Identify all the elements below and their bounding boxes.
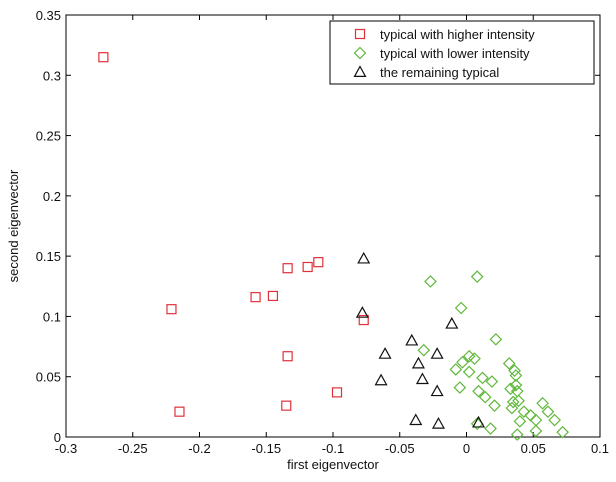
x-tick-label: 0: [463, 441, 470, 456]
triangle-point: [471, 415, 486, 428]
diamond-point: [505, 401, 519, 415]
y-tick-label: 0.35: [36, 8, 61, 23]
data-points: [98, 52, 569, 441]
diamond-point: [506, 395, 520, 409]
x-tick-label: -0.15: [251, 441, 281, 456]
triangle-point: [355, 306, 369, 318]
square-point: [98, 52, 109, 63]
triangle-point: [430, 347, 444, 359]
y-tick-label: 0.1: [43, 309, 61, 324]
y-tick-label: 0.2: [43, 189, 61, 204]
legend-box: [329, 20, 595, 85]
diamond-point: [502, 357, 516, 370]
y-axis-ticks: 0 0.05 0.1 0.15 0.2 0.25 0.3 0.35: [36, 8, 600, 445]
square-point: [281, 400, 292, 411]
square-point: [302, 261, 313, 273]
legend-entry-label: typical with higher intensity: [380, 27, 535, 42]
diamond-point: [468, 352, 481, 365]
diamond-point: [556, 425, 569, 439]
diamond-point: [548, 413, 561, 427]
diamond-point: [504, 382, 517, 396]
triangle-point: [431, 417, 445, 429]
series-square: [98, 52, 369, 417]
diamond-point: [513, 414, 527, 428]
legend-entry-label: typical with lower intensity: [380, 46, 530, 61]
diamond-point: [424, 275, 437, 288]
diamond-point: [509, 378, 523, 392]
triangle-point: [405, 333, 419, 346]
x-tick-label: 0.05: [521, 441, 546, 456]
series-diamond: [417, 270, 569, 441]
square-point: [166, 304, 177, 315]
y-tick-label: 0.3: [43, 68, 61, 83]
diamond-point: [417, 343, 431, 357]
diamond-point: [454, 301, 468, 315]
triangle-point: [374, 373, 388, 386]
diamond-point: [512, 394, 525, 408]
triangle-point: [409, 413, 423, 426]
legend-triangle-icon: [353, 65, 367, 78]
legend: typical with higher intensity typical wit…: [329, 20, 595, 85]
diamond-point: [453, 381, 467, 394]
x-tick-label: -0.25: [118, 441, 148, 456]
square-point: [313, 257, 324, 268]
diamond-point: [470, 270, 484, 283]
y-tick-label: 0.15: [36, 249, 61, 264]
y-tick-label: 0: [54, 430, 61, 445]
square-point: [282, 263, 293, 274]
diamond-point: [510, 428, 524, 441]
series-triangle: [355, 251, 486, 429]
diamond-point: [529, 424, 543, 438]
x-tick-label: -0.3: [55, 441, 77, 456]
diamond-point: [509, 369, 523, 382]
diamond-point: [462, 365, 476, 379]
y-axis-label: second eigenvector: [6, 169, 21, 282]
x-tick-label: -0.1: [322, 441, 344, 456]
diamond-point: [476, 371, 489, 385]
diamond-point: [456, 355, 469, 369]
triangle-point: [378, 347, 392, 359]
diamond-point: [485, 375, 499, 388]
triangle-point: [357, 251, 371, 264]
triangle-point: [445, 316, 459, 329]
x-tick-label: 0.1: [591, 441, 609, 456]
diamond-point: [472, 384, 485, 398]
triangle-point: [415, 372, 429, 385]
square-point: [267, 290, 279, 302]
square-point: [174, 406, 185, 417]
diamond-point: [541, 405, 555, 419]
diamond-point: [449, 363, 463, 376]
square-point: [331, 387, 343, 398]
y-tick-label: 0.25: [36, 129, 61, 144]
x-tick-label: -0.05: [385, 441, 415, 456]
triangle-point: [411, 356, 425, 369]
diamond-point: [488, 399, 501, 412]
diamond-point: [484, 422, 497, 435]
y-tick-label: 0.05: [36, 370, 61, 385]
diamond-point: [517, 405, 531, 419]
diamond-point: [536, 396, 549, 410]
square-point: [250, 292, 261, 303]
square-point: [282, 351, 293, 362]
legend-square-icon: [354, 28, 366, 40]
diamond-point: [508, 364, 521, 378]
x-axis-label: first eigenvector: [287, 457, 379, 472]
x-tick-label: -0.2: [188, 441, 210, 456]
legend-diamond-icon: [353, 46, 367, 60]
legend-entry-label: the remaining typical: [380, 65, 499, 80]
triangle-point: [430, 384, 444, 397]
diamond-point: [478, 390, 492, 404]
x-axis-ticks: -0.3 -0.25 -0.2 -0.15 -0.1 -0.05 0 0.05 0.1: [55, 15, 609, 456]
square-point: [358, 314, 369, 326]
diamond-point: [489, 332, 503, 346]
